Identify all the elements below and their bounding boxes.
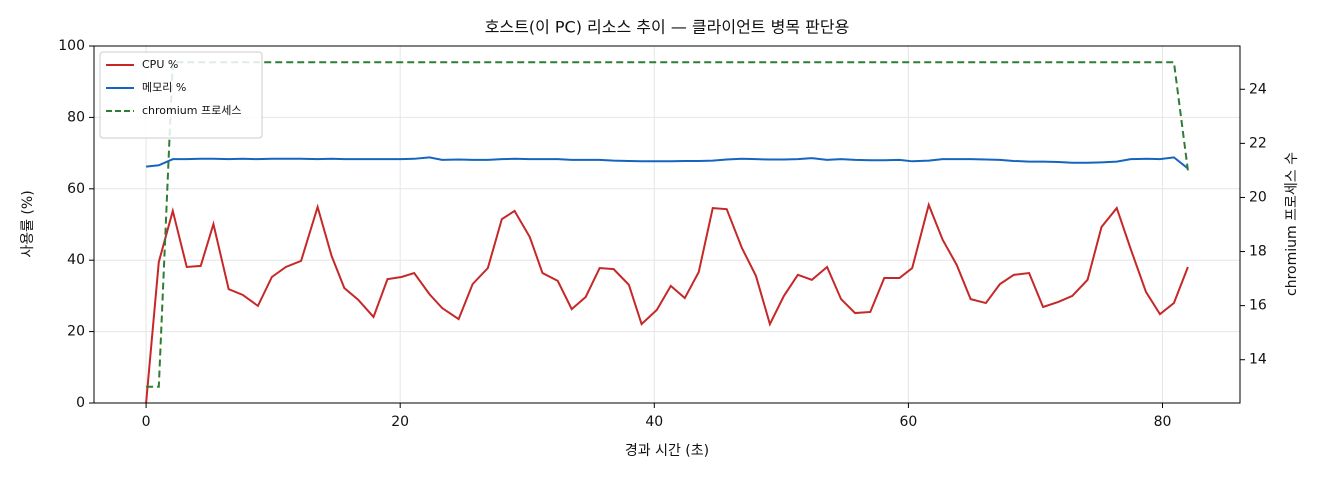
legend-label: CPU % bbox=[142, 58, 178, 71]
x-tick-label: 80 bbox=[1154, 414, 1172, 430]
series-line bbox=[146, 61, 1189, 388]
y-tick-label: 0 bbox=[76, 395, 85, 411]
y-tick-label: 40 bbox=[67, 252, 85, 268]
series-line bbox=[145, 156, 1189, 170]
y2-axis-label: chromium 프로세스 수 bbox=[1284, 152, 1300, 296]
series-line bbox=[145, 201, 1189, 404]
y2-tick-label: 14 bbox=[1249, 352, 1267, 368]
y2-tick-label: 20 bbox=[1249, 189, 1267, 205]
plot-frame bbox=[93, 45, 1241, 404]
x-axis-label: 경과 시간 (초) bbox=[625, 443, 709, 459]
y-tick-label: 20 bbox=[67, 324, 85, 340]
y2-tick-label: 16 bbox=[1249, 298, 1267, 314]
y2-tick-label: 22 bbox=[1249, 135, 1267, 151]
chart-title: 호스트(이 PC) 리소스 추이 — 클라이언트 병목 판단용 bbox=[485, 18, 850, 37]
y2-tick-label: 24 bbox=[1249, 81, 1267, 97]
legend-label: 메모리 % bbox=[142, 81, 186, 94]
y-tick-label: 60 bbox=[67, 181, 85, 197]
legend: CPU % 메모리 % chromium 프로세스 bbox=[99, 51, 263, 139]
y-tick-label: 80 bbox=[67, 109, 85, 125]
y-axis-label: 사용률 (%) bbox=[20, 190, 36, 257]
y2-tick-label: 18 bbox=[1249, 244, 1267, 260]
x-tick-label: 60 bbox=[899, 414, 917, 430]
x-tick-label: 0 bbox=[142, 414, 151, 430]
legend-box bbox=[99, 51, 263, 139]
x-tick-label: 20 bbox=[391, 414, 409, 430]
grid bbox=[94, 45, 1240, 404]
legend-label: chromium 프로세스 bbox=[142, 104, 241, 117]
x-tick-label: 40 bbox=[645, 414, 663, 430]
y-tick-label: 100 bbox=[58, 38, 85, 54]
